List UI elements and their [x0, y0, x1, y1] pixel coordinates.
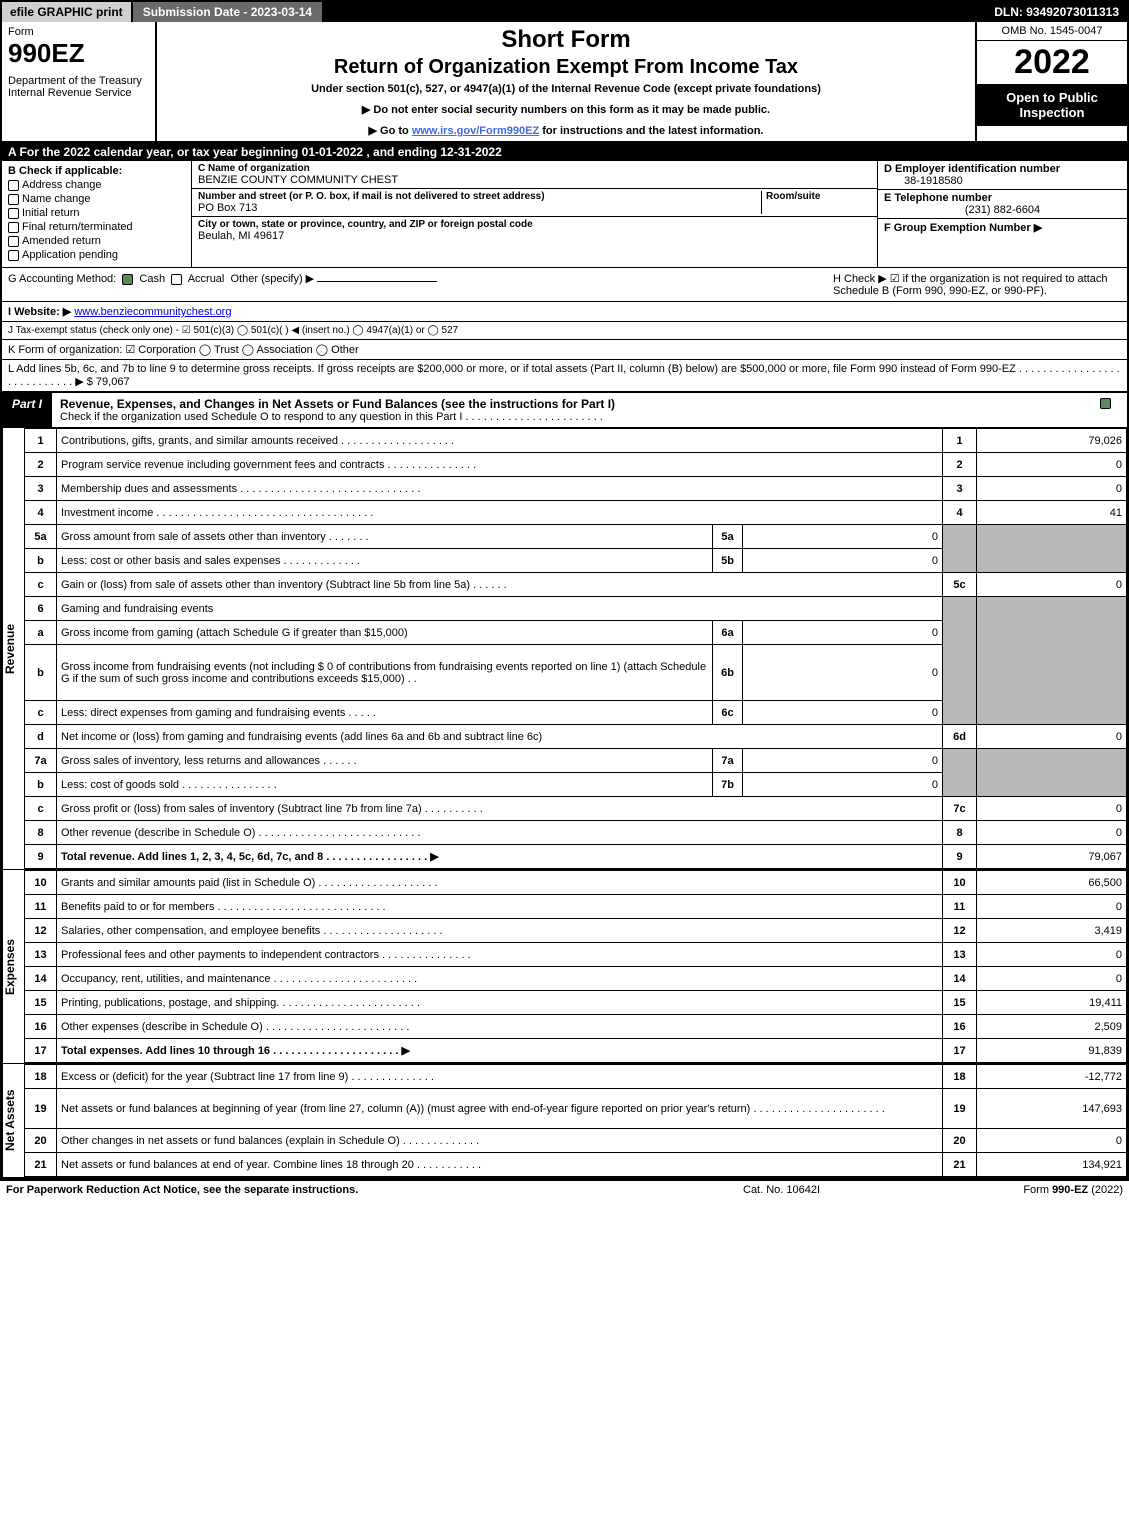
section-b-label: B Check if applicable:	[8, 165, 185, 177]
checkbox-final-return[interactable]	[8, 222, 19, 233]
inspection-label: Open to Public Inspection	[977, 84, 1127, 126]
line-h: H Check ▶ ☑ if the organization is not r…	[827, 268, 1127, 301]
checkbox-accrual[interactable]	[171, 274, 182, 285]
part-1-label: Part I	[2, 393, 52, 427]
revenue-vertical-label: Revenue	[2, 428, 24, 869]
org-name: BENZIE COUNTY COMMUNITY CHEST	[198, 174, 871, 186]
phone-header: E Telephone number	[884, 192, 1121, 204]
net-assets-vertical-label: Net Assets	[2, 1064, 24, 1177]
paperwork-notice: For Paperwork Reduction Act Notice, see …	[6, 1184, 743, 1196]
line-a: A For the 2022 calendar year, or tax yea…	[2, 143, 1127, 161]
checkbox-address-change[interactable]	[8, 180, 19, 191]
part-1-title: Revenue, Expenses, and Changes in Net As…	[60, 397, 1079, 411]
form-note-2: ▶ Go to www.irs.gov/Form990EZ for instru…	[163, 124, 969, 137]
form-subtitle: Under section 501(c), 527, or 4947(a)(1)…	[163, 83, 969, 95]
submission-date-button[interactable]: Submission Date - 2023-03-14	[133, 2, 324, 22]
form-title-2: Return of Organization Exempt From Incom…	[163, 56, 969, 79]
form-header: Form 990EZ Department of the Treasury In…	[2, 22, 1127, 143]
section-def: D Employer identification number 38-1918…	[877, 161, 1127, 267]
ein-value: 38-1918580	[884, 175, 1121, 187]
expenses-table: 10Grants and similar amounts paid (list …	[24, 870, 1127, 1063]
ein-header: D Employer identification number	[884, 163, 1121, 175]
org-name-header: C Name of organization	[198, 163, 871, 174]
checkbox-amended-return[interactable]	[8, 236, 19, 247]
form-word: Form	[8, 26, 149, 38]
topbar: efile GRAPHIC print Submission Date - 20…	[2, 2, 1127, 22]
line-i: I Website: ▶ www.benziecommunitychest.or…	[2, 302, 1127, 322]
address-header: Number and street (or P. O. box, if mail…	[198, 191, 761, 202]
line-j: J Tax-exempt status (check only one) - ☑…	[2, 322, 1127, 340]
group-exemption-header: F Group Exemption Number ▶	[884, 221, 1121, 234]
checkbox-cash[interactable]	[122, 274, 133, 285]
part-1-subtitle: Check if the organization used Schedule …	[60, 411, 1079, 423]
line-g-label: G Accounting Method:	[8, 273, 116, 285]
city-value: Beulah, MI 49617	[198, 230, 871, 242]
part-1-header: Part I Revenue, Expenses, and Changes in…	[2, 392, 1127, 428]
checkbox-initial-return[interactable]	[8, 208, 19, 219]
expenses-vertical-label: Expenses	[2, 870, 24, 1063]
catalog-number: Cat. No. 10642I	[743, 1184, 943, 1196]
page-footer: For Paperwork Reduction Act Notice, see …	[0, 1181, 1129, 1199]
form-title-1: Short Form	[163, 26, 969, 54]
irs-link[interactable]: www.irs.gov/Form990EZ	[412, 125, 539, 137]
line-l: L Add lines 5b, 6c, and 7b to line 9 to …	[2, 360, 1127, 392]
dln-label: DLN: 93492073011313	[986, 2, 1127, 22]
city-header: City or town, state or province, country…	[198, 219, 871, 230]
form-number: 990EZ	[8, 38, 149, 69]
department-label: Department of the Treasury Internal Reve…	[8, 75, 149, 99]
checkbox-application-pending[interactable]	[8, 250, 19, 261]
form-reference: Form 990-EZ (2022)	[943, 1184, 1123, 1196]
address-value: PO Box 713	[198, 202, 761, 214]
section-b: B Check if applicable: Address change Na…	[2, 161, 192, 267]
section-c: C Name of organization BENZIE COUNTY COM…	[192, 161, 877, 267]
phone-value: (231) 882-6604	[884, 204, 1121, 216]
net-assets-table: 18Excess or (deficit) for the year (Subt…	[24, 1064, 1127, 1177]
revenue-table: 1Contributions, gifts, grants, and simil…	[24, 428, 1127, 869]
website-link[interactable]: www.benziecommunitychest.org	[74, 306, 231, 318]
form-note-1: ▶ Do not enter social security numbers o…	[163, 103, 969, 116]
efile-print-button[interactable]: efile GRAPHIC print	[2, 2, 133, 22]
tax-year: 2022	[977, 41, 1127, 84]
omb-number: OMB No. 1545-0047	[977, 22, 1127, 41]
line-k: K Form of organization: ☑ Corporation ◯ …	[2, 340, 1127, 360]
checkbox-name-change[interactable]	[8, 194, 19, 205]
other-specify-input[interactable]	[317, 281, 437, 282]
room-header: Room/suite	[766, 191, 871, 202]
part-1-schedule-o-checkbox[interactable]	[1100, 398, 1111, 409]
